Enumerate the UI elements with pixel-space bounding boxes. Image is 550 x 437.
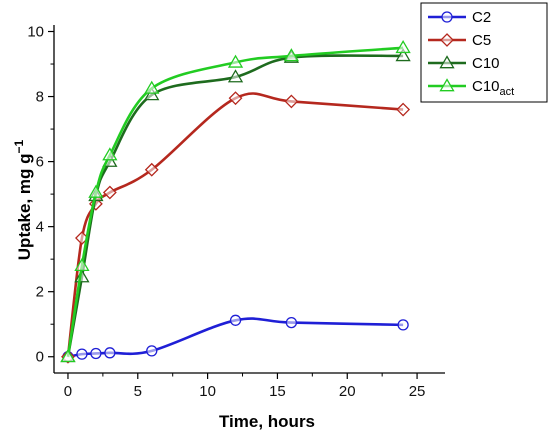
data-point (283, 48, 300, 62)
data-point (395, 48, 411, 62)
y-tick-label: 10 (27, 24, 44, 41)
legend-label: C2 (472, 9, 491, 26)
legend-label: C10 (472, 55, 500, 72)
legend-entry: C5 (428, 32, 491, 49)
data-point (90, 347, 102, 360)
y-tick-label: 0 (36, 349, 44, 366)
data-point (102, 147, 118, 161)
data-point (284, 94, 299, 109)
x-tick-label: 10 (199, 383, 216, 400)
series-0 (62, 314, 409, 363)
y-tick-label: 2 (36, 284, 44, 301)
series-3 (60, 39, 411, 363)
legend-entry: C2 (428, 9, 491, 26)
data-point (396, 102, 411, 117)
data-point (285, 316, 298, 329)
legend-label-main: C2 (472, 9, 491, 26)
data-point (228, 91, 243, 106)
data-point (144, 162, 159, 177)
legend-label: C10act (472, 78, 514, 98)
x-axis-title: Time, hours (219, 412, 315, 431)
legend-entry: C10act (428, 78, 514, 98)
data-point (60, 348, 76, 363)
x-tick-label: 20 (339, 383, 356, 400)
data-point (146, 345, 158, 357)
data-point (144, 80, 160, 94)
legend-label-main: C5 (472, 32, 491, 49)
data-point (102, 185, 117, 200)
legend-label: C5 (472, 32, 491, 49)
data-point (144, 87, 160, 101)
data-point (395, 39, 411, 54)
legend-marker (441, 11, 453, 23)
legend-marker (439, 78, 455, 92)
legend-marker (439, 55, 455, 69)
x-tick-label: 15 (269, 383, 286, 400)
series-layer (60, 39, 411, 364)
y-tick-label: 6 (36, 154, 44, 171)
data-point (76, 348, 88, 360)
y-axis-title-main: Uptake, mg g (15, 153, 34, 260)
y-tick-label: 8 (36, 89, 44, 106)
axis-ticks: 0 5 10 15 20 25 0 2 4 6 8 10 (27, 24, 425, 400)
y-tick-label: 4 (36, 219, 44, 236)
legend-marker (440, 33, 454, 47)
data-point (227, 69, 244, 83)
x-tick-label: 0 (64, 383, 72, 400)
x-tick-label: 25 (409, 383, 426, 400)
data-point (227, 54, 244, 68)
data-point (229, 314, 242, 326)
data-point (397, 319, 409, 331)
data-point (88, 184, 104, 198)
legend-label-sub: act (500, 86, 515, 98)
y-axis-title: Uptake, mg g−1 (12, 139, 34, 260)
y-axis-title-sup: −1 (12, 139, 26, 153)
data-point (104, 347, 116, 359)
legend-entry: C10 (428, 55, 500, 72)
x-tick-label: 5 (134, 383, 142, 400)
legend-label-main: C10 (472, 78, 500, 95)
legend-label-main: C10 (472, 55, 500, 72)
data-point (74, 257, 90, 272)
